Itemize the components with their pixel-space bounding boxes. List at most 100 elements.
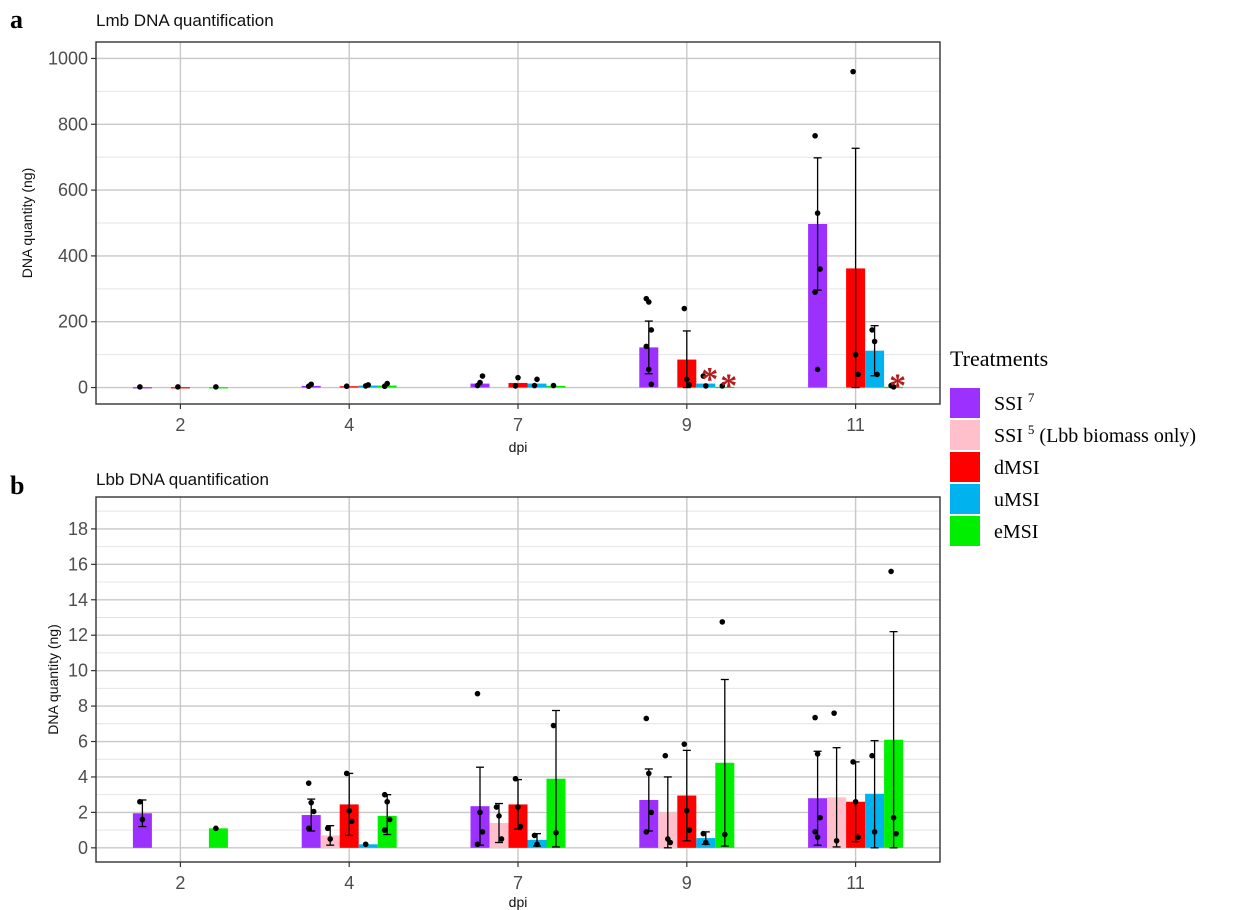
data-point-dmsi [343, 770, 350, 777]
x-tick-label: 2 [175, 415, 185, 435]
x-tick-label: 11 [846, 873, 865, 893]
x-tick-label: 7 [513, 415, 523, 435]
data-point-ssi-7 [305, 825, 312, 832]
data-point-emsi [384, 798, 391, 805]
data-point-emsi [213, 825, 219, 832]
data-point-dmsi [850, 759, 856, 765]
data-point-ssi-7 [817, 814, 823, 821]
data-point-dmsi [512, 383, 519, 389]
data-point-ssi-7 [646, 299, 652, 305]
data-point-ssi-7 [643, 343, 650, 350]
data-point-umsi [531, 832, 538, 839]
x-tick-label: 4 [344, 415, 354, 435]
data-point-ssi-7 [308, 381, 315, 388]
data-point-emsi [719, 383, 726, 389]
y-tick-label: 0 [78, 838, 88, 858]
data-point-umsi [700, 830, 707, 837]
bar-ssi-7-11 [808, 223, 828, 388]
x-tick-label: 2 [175, 873, 185, 893]
data-point-ssi-5-lbb-biomass-only [493, 804, 500, 810]
data-point-ssi-7 [479, 373, 486, 379]
data-point-ssi-7 [477, 379, 483, 386]
legend-label-4: uMSI [994, 489, 1040, 511]
data-point-emsi [890, 814, 897, 821]
data-point-ssi-7 [648, 381, 655, 388]
data-point-umsi [703, 383, 709, 389]
data-point-umsi [700, 373, 707, 379]
data-point-ssi-5-lbb-biomass-only [498, 836, 505, 842]
data-point-ssi-5-lbb-biomass-only [831, 710, 837, 716]
x-tick-label: 9 [682, 873, 692, 893]
data-point-ssi-7 [648, 327, 655, 333]
panel-letter-b: b [10, 471, 24, 500]
data-point-emsi [888, 568, 894, 575]
legend-label-3: dMSI [994, 457, 1040, 479]
data-point-ssi-7 [812, 132, 818, 139]
data-point-ssi-7 [310, 808, 317, 815]
data-point-dmsi [850, 68, 856, 75]
data-point-ssi-7 [646, 366, 652, 373]
significance-star: * [720, 367, 737, 404]
data-point-dmsi [515, 374, 521, 381]
data-point-dmsi [346, 807, 353, 814]
legend-swatch-3 [950, 452, 980, 482]
data-point-emsi [893, 830, 899, 837]
data-point-dmsi [681, 741, 688, 747]
data-point-ssi-7 [812, 829, 818, 835]
y-tick-label: 16 [68, 554, 88, 574]
data-point-umsi [534, 841, 540, 848]
data-point-dmsi [855, 834, 861, 840]
data-point-ssi-7 [477, 809, 483, 816]
data-point-dmsi [175, 384, 181, 390]
data-point-ssi-7 [814, 210, 821, 216]
data-point-ssi-7 [474, 841, 481, 848]
data-point-dmsi [343, 383, 350, 390]
x-tick-label: 11 [846, 415, 865, 435]
data-point-dmsi [686, 827, 693, 833]
data-point-ssi-7 [648, 809, 655, 816]
data-point-umsi [869, 327, 875, 333]
data-point-dmsi [517, 823, 524, 830]
data-point-emsi [384, 380, 391, 387]
y-tick-label: 4 [78, 767, 88, 787]
legend-swatch-1 [950, 388, 980, 418]
y-tick-label: 200 [58, 312, 88, 332]
data-point-ssi-5-lbb-biomass-only [833, 837, 840, 844]
data-point-emsi [213, 384, 219, 390]
bar-emsi-2 [208, 828, 228, 848]
data-point-umsi [365, 382, 372, 388]
data-point-ssi-5-lbb-biomass-only [496, 813, 502, 819]
data-point-ssi-7 [817, 266, 823, 272]
data-point-dmsi [348, 818, 355, 825]
y-tick-label: 8 [78, 696, 88, 716]
data-point-umsi [534, 376, 540, 383]
data-point-ssi-7 [308, 799, 315, 806]
legend-swatch-2 [950, 420, 980, 450]
y-tick-label: 12 [68, 625, 88, 645]
bar-emsi-9 [715, 386, 735, 389]
y-tick-label: 1000 [48, 48, 88, 68]
y-tick-label: 2 [78, 802, 88, 822]
significance-star: * [701, 361, 718, 398]
x-tick-label: 9 [682, 415, 692, 435]
y-axis-title: DNA quantity (ng) [19, 168, 35, 279]
legend-title: Treatments [950, 346, 1048, 371]
data-point-ssi-7 [814, 366, 821, 373]
y-tick-label: 0 [78, 378, 88, 398]
significance-star: * [889, 367, 906, 404]
data-point-umsi [871, 338, 878, 345]
data-point-ssi-5-lbb-biomass-only [324, 825, 331, 832]
y-tick-label: 400 [58, 246, 88, 266]
data-point-ssi-5-lbb-biomass-only [327, 836, 334, 842]
panel-letter-a: a [10, 5, 23, 34]
data-point-ssi-7 [305, 780, 312, 786]
data-point-umsi [871, 829, 878, 835]
data-point-emsi [550, 382, 557, 389]
data-point-umsi [531, 382, 538, 389]
data-point-ssi-7 [646, 770, 652, 777]
data-point-ssi-7 [479, 829, 486, 835]
data-point-umsi [869, 752, 875, 759]
panel-b-title: Lbb DNA quantification [96, 470, 269, 489]
data-point-umsi [703, 839, 709, 846]
data-point-ssi-7 [137, 798, 143, 805]
